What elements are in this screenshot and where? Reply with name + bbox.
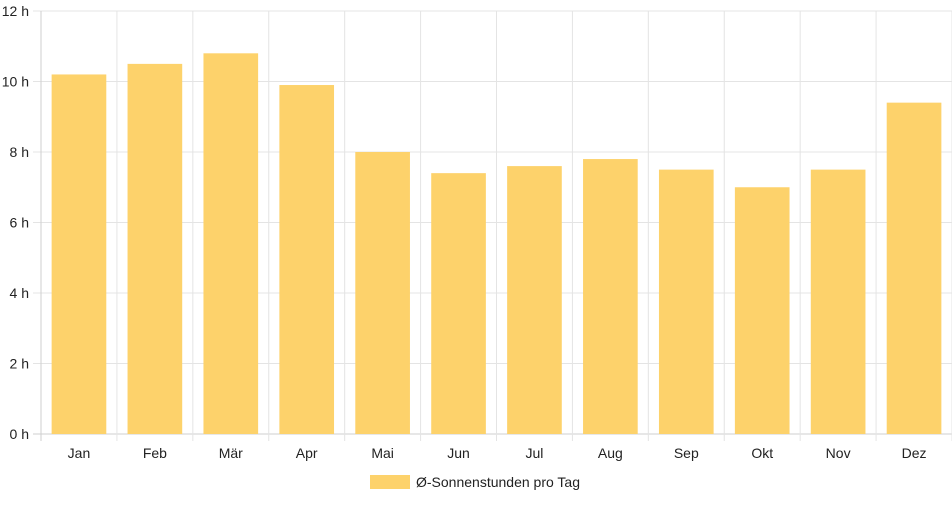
bar: [583, 159, 638, 435]
bar: [355, 152, 410, 434]
bar: [279, 85, 335, 435]
bar: [203, 53, 259, 435]
x-tick-label: Okt: [751, 445, 773, 461]
x-tick-label: Apr: [296, 445, 318, 461]
y-tick-label: 10 h: [2, 74, 29, 90]
x-tick-label: Feb: [143, 445, 167, 461]
bar: [658, 169, 714, 434]
y-tick-label: 12 h: [2, 3, 29, 19]
y-tick-label: 2 h: [10, 356, 29, 372]
legend-swatch: [370, 475, 410, 489]
bar: [127, 63, 183, 434]
x-tick-label: Mai: [371, 445, 394, 461]
bar: [51, 74, 107, 434]
bar: [507, 166, 562, 434]
y-tick-label: 4 h: [10, 285, 29, 301]
bar: [886, 102, 942, 435]
x-tick-label: Sep: [674, 445, 699, 461]
x-tick-label: Aug: [598, 445, 623, 461]
x-tick-label: Jan: [68, 445, 91, 461]
x-tick-label: Jun: [447, 445, 470, 461]
y-tick-label: 6 h: [10, 215, 29, 231]
bar: [810, 169, 866, 434]
legend-label: Ø-Sonnenstunden pro Tag: [416, 474, 580, 490]
x-tick-label: Mär: [219, 445, 243, 461]
x-tick-label: Jul: [526, 445, 544, 461]
bar: [734, 187, 790, 434]
legend[interactable]: Ø-Sonnenstunden pro Tag: [370, 472, 580, 492]
y-tick-label: 8 h: [10, 144, 29, 160]
y-tick-label: 0 h: [10, 426, 29, 442]
x-tick-label: Nov: [826, 445, 851, 461]
x-tick-label: Dez: [902, 445, 927, 461]
bar: [431, 173, 486, 434]
